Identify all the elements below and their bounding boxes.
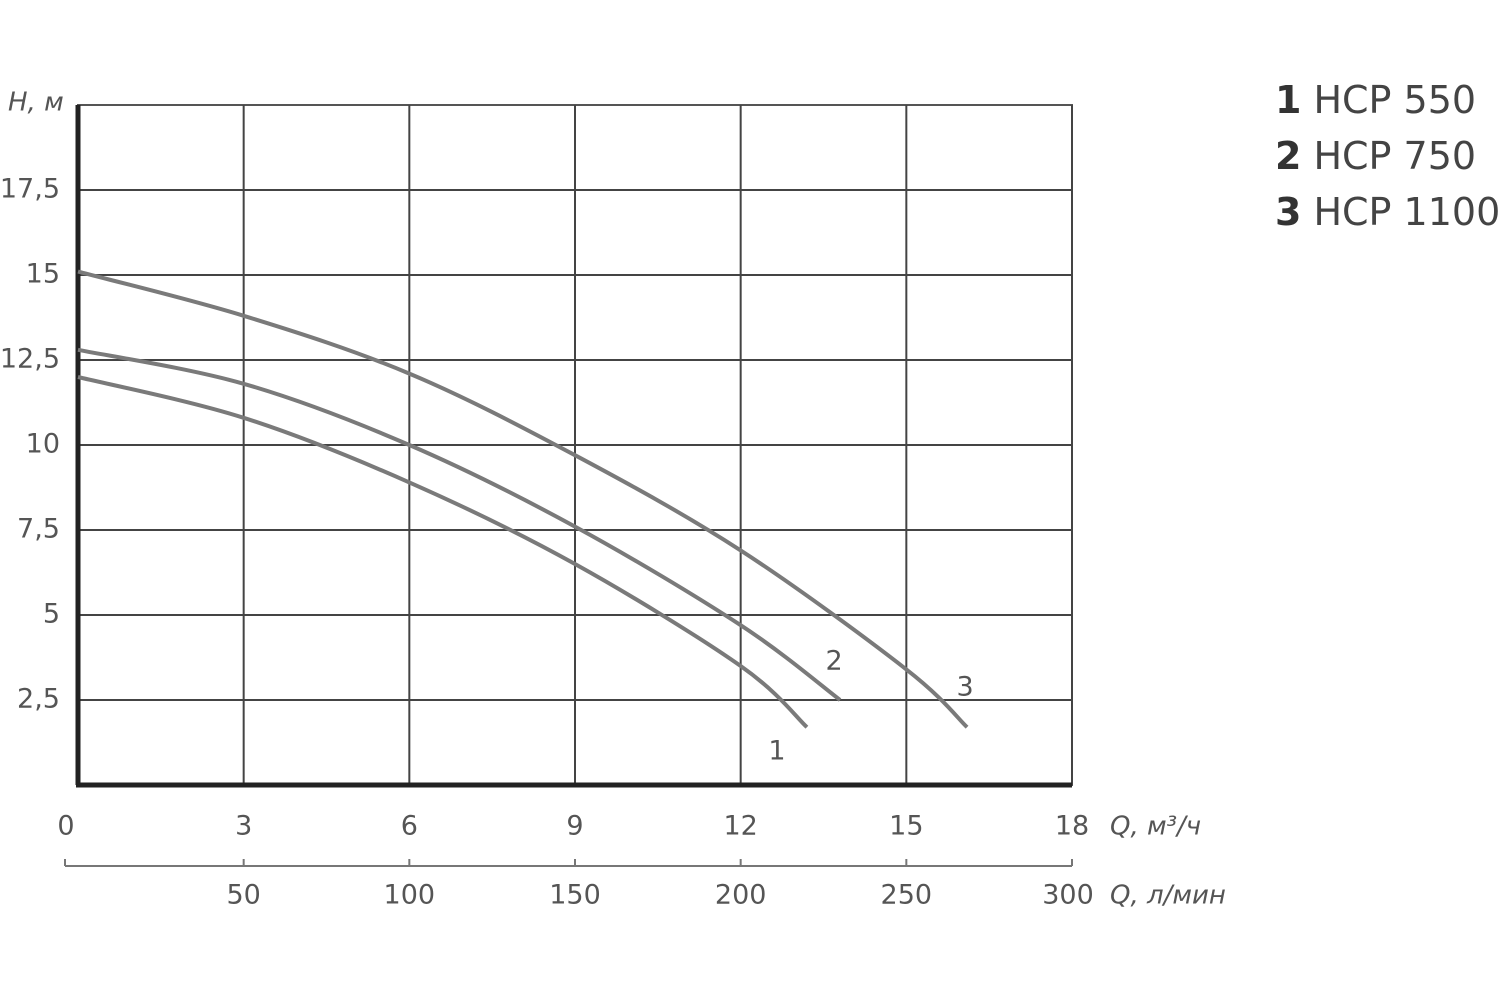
y-tick-label: 2,5 xyxy=(17,684,60,715)
y-tick-label: 5 xyxy=(43,599,60,630)
legend-label: HCP 1100 xyxy=(1313,190,1500,234)
x2-tick-label: 200 xyxy=(715,880,767,911)
x-axis-label: Q, м³/ч xyxy=(1110,812,1201,842)
legend-label: HCP 750 xyxy=(1313,134,1476,178)
legend-label: HCP 550 xyxy=(1313,78,1476,122)
curve-label: 3 xyxy=(956,672,973,703)
legend-number: 3 xyxy=(1275,190,1301,234)
x2-tick-label: 250 xyxy=(881,880,933,911)
legend-entry: 1 HCP 550 xyxy=(1275,78,1476,122)
x-tick-label: 0 xyxy=(57,811,74,842)
curve-label: 2 xyxy=(825,646,842,677)
x2-axis-label: Q, л/мин xyxy=(1110,881,1226,911)
x2-tick-label: 300 xyxy=(1042,880,1094,911)
x2-tick-label: 100 xyxy=(384,880,436,911)
curve-label: 1 xyxy=(768,736,785,767)
y-tick-label: 10 xyxy=(26,429,60,460)
y-tick-label: 15 xyxy=(26,259,60,290)
y-tick-label: 17,5 xyxy=(0,174,60,205)
legend-entry: 3 HCP 1100 xyxy=(1275,190,1500,234)
x-tick-label: 12 xyxy=(723,811,757,842)
x2-tick-label: 150 xyxy=(549,880,601,911)
x-tick-label: 18 xyxy=(1055,811,1089,842)
legend-entry: 2 HCP 750 xyxy=(1275,134,1476,178)
y-tick-label: 7,5 xyxy=(17,514,60,545)
x-tick-label: 9 xyxy=(566,811,583,842)
x-tick-label: 6 xyxy=(401,811,418,842)
x-tick-label: 3 xyxy=(235,811,252,842)
curve xyxy=(77,347,842,702)
curve xyxy=(77,375,809,729)
x2-tick-label: 50 xyxy=(226,880,260,911)
y-tick-label: 12,5 xyxy=(0,344,60,375)
legend-number: 2 xyxy=(1275,134,1301,178)
legend-number: 1 xyxy=(1275,78,1301,122)
x-tick-label: 15 xyxy=(889,811,923,842)
y-axis-label: H, м xyxy=(8,88,64,118)
curve xyxy=(77,269,969,729)
